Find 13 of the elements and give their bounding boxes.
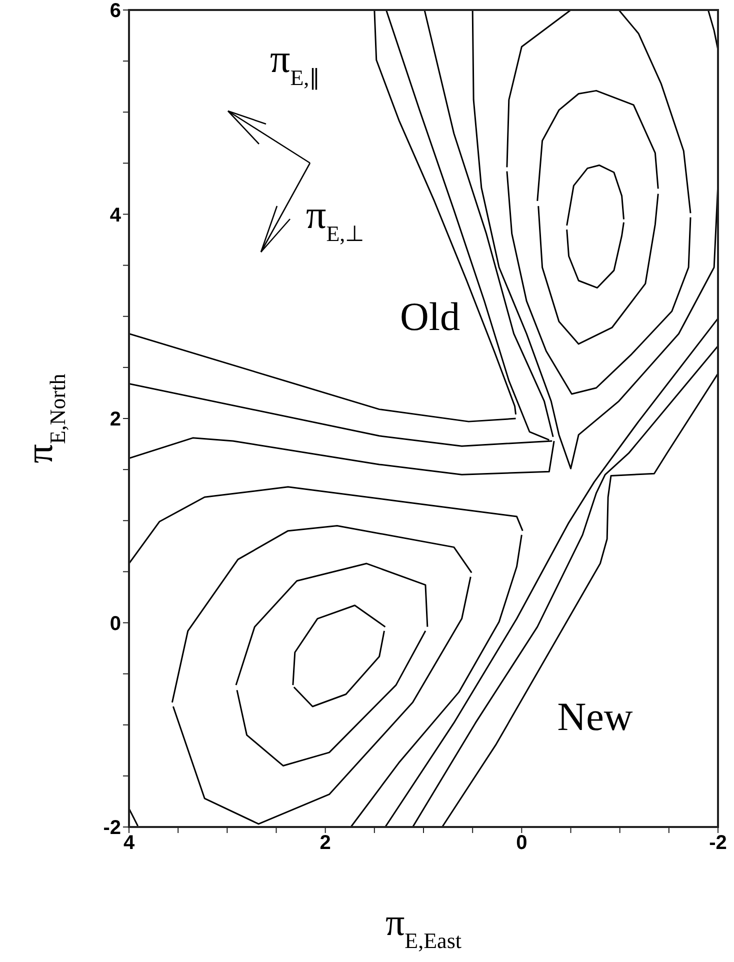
annotation: π$_{E,⊥}$: [306, 192, 364, 246]
y-tick-label: 4: [110, 204, 122, 226]
annotation: Old: [400, 294, 460, 339]
y-tick-label: -2: [103, 817, 121, 840]
x-tick-label: 2: [320, 832, 331, 854]
y-tick-label: 6: [110, 0, 121, 22]
x-tick-label: 0: [516, 832, 528, 854]
x-axis-title: π$_{E,East}$: [385, 902, 462, 952]
annotation: New: [557, 694, 633, 739]
y-tick-label: 2: [110, 408, 121, 431]
y-tick-label: 0: [110, 612, 121, 635]
x-tick-label: -2: [709, 832, 727, 854]
annotation: π$_{E,∥}$: [270, 36, 320, 90]
